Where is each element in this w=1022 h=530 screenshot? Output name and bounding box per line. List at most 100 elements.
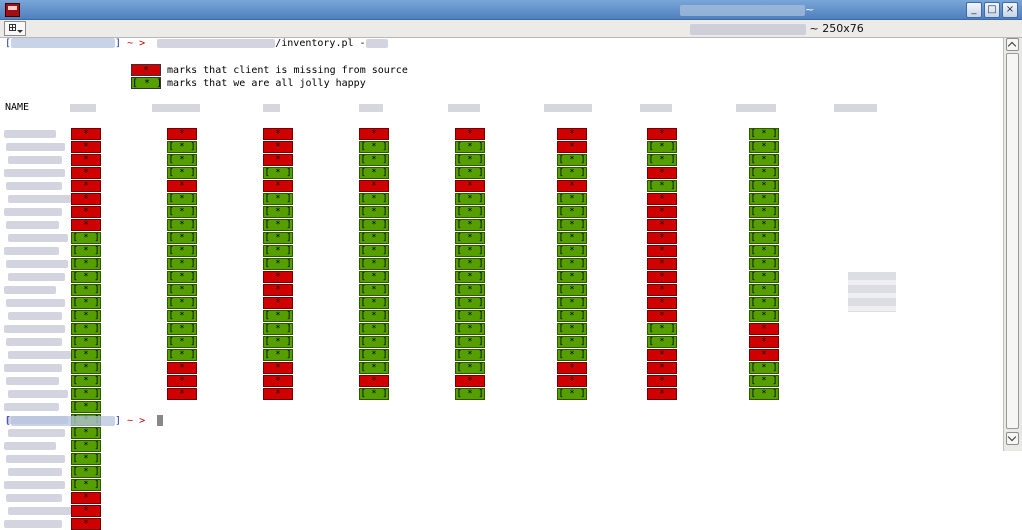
status-cell: [ * ] [263,193,293,205]
status-cell: * [647,245,677,257]
redacted-header [152,104,200,112]
redacted-name [8,351,71,359]
status-cell: * [647,310,677,322]
status-cell: * [455,128,485,140]
status-cell: [ * ] [359,388,389,400]
status-cell: * [359,180,389,192]
status-cell: [ * ] [167,349,197,361]
status-cell: * [71,193,101,205]
status-cell: * [647,271,677,283]
status-cell: [ * ] [263,258,293,270]
status-cell: * [647,388,677,400]
status-cell: [ * ] [263,310,293,322]
status-cell: [ * ] [359,193,389,205]
redacted-title [680,4,805,16]
redacted-name [8,507,71,515]
redacted-name [6,143,65,151]
status-cell: * [167,362,197,374]
status-cell: [ * ] [71,271,101,283]
status-cell: * [647,362,677,374]
redacted-header [736,104,776,112]
legend-ok-text: marks that we are all jolly happy [167,78,366,89]
status-cell: [ * ] [71,245,101,257]
status-cell: * [557,141,587,153]
status-cell: [ * ] [647,336,677,348]
status-cell: [ * ] [749,219,779,231]
status-cell: * [647,193,677,205]
status-cell: [ * ] [71,375,101,387]
status-cell: [ * ] [359,167,389,179]
tab-menu-icon[interactable] [4,21,26,36]
redacted-header [448,104,480,112]
vertical-scrollbar[interactable] [1003,38,1022,451]
status-cell: * [647,297,677,309]
minimize-button[interactable]: _ [966,2,982,18]
status-cell: [ * ] [167,284,197,296]
redacted-header [263,104,280,112]
status-cell: [ * ] [71,466,101,478]
status-cell: * [647,206,677,218]
status-cell: * [557,180,587,192]
redacted-name [4,325,65,333]
status-cell: [ * ] [647,141,677,153]
redacted-name [6,338,62,346]
status-cell: [ * ] [749,180,779,192]
status-cell: [ * ] [71,232,101,244]
terminal-app-icon[interactable] [5,3,20,17]
redacted-host [11,415,116,426]
status-cell: [ * ] [749,375,779,387]
window-title-suffix: ~ [805,3,815,16]
status-cell: * [71,505,101,517]
status-cell: * [263,128,293,140]
status-cell: * [71,167,101,179]
status-cell: [ * ] [455,206,485,218]
status-cell: [ * ] [359,141,389,153]
maximize-button[interactable]: □ [984,2,1000,18]
legend-ok-swatch: [ * ] [131,77,163,89]
scroll-up-icon[interactable] [1006,38,1019,51]
status-cell: [ * ] [455,362,485,374]
redacted-name [4,481,65,489]
status-cell: [ * ] [359,232,389,244]
redacted-name [6,455,65,463]
status-cell: [ * ] [557,232,587,244]
scroll-down-icon[interactable] [1006,432,1019,445]
status-cell: [ * ] [749,271,779,283]
status-cell: * [647,232,677,244]
status-cell: [ * ] [359,258,389,270]
status-cell: * [749,323,779,335]
scroll-thumb[interactable] [1006,53,1019,429]
redacted-name [4,169,65,177]
status-cell: * [167,180,197,192]
close-button[interactable]: × [1002,2,1018,18]
status-cell: [ * ] [167,336,197,348]
status-cell: * [557,375,587,387]
status-cell: [ * ] [455,219,485,231]
status-cell: * [71,154,101,166]
status-cell: [ * ] [71,258,101,270]
prompt-tilde: ~ [127,38,134,49]
status-cell: [ * ] [647,323,677,335]
terminal-output[interactable]: [] ~ > /inventory.pl - * marks that clie… [0,38,1003,530]
status-cell: [ * ] [359,349,389,361]
prompt-line[interactable]: [] ~ > [5,415,164,427]
redacted-name [8,273,65,281]
status-cell: [ * ] [359,219,389,231]
status-cell: [ * ] [167,141,197,153]
status-cell: [ * ] [455,167,485,179]
status-cell: [ * ] [71,349,101,361]
status-cell: [ * ] [263,232,293,244]
redacted-name [4,286,56,294]
window-title: ~ [680,3,814,16]
status-cell: * [647,219,677,231]
status-cell: * [71,128,101,140]
status-cell: [ * ] [557,284,587,296]
title-bar: ~ _ □ × [0,0,1022,20]
redacted-name [6,182,62,190]
status-cell: [ * ] [749,128,779,140]
status-cell: [ * ] [71,323,101,335]
status-cell: [ * ] [71,362,101,374]
redacted-header [70,104,96,112]
status-cell: * [71,141,101,153]
status-cell: * [359,128,389,140]
